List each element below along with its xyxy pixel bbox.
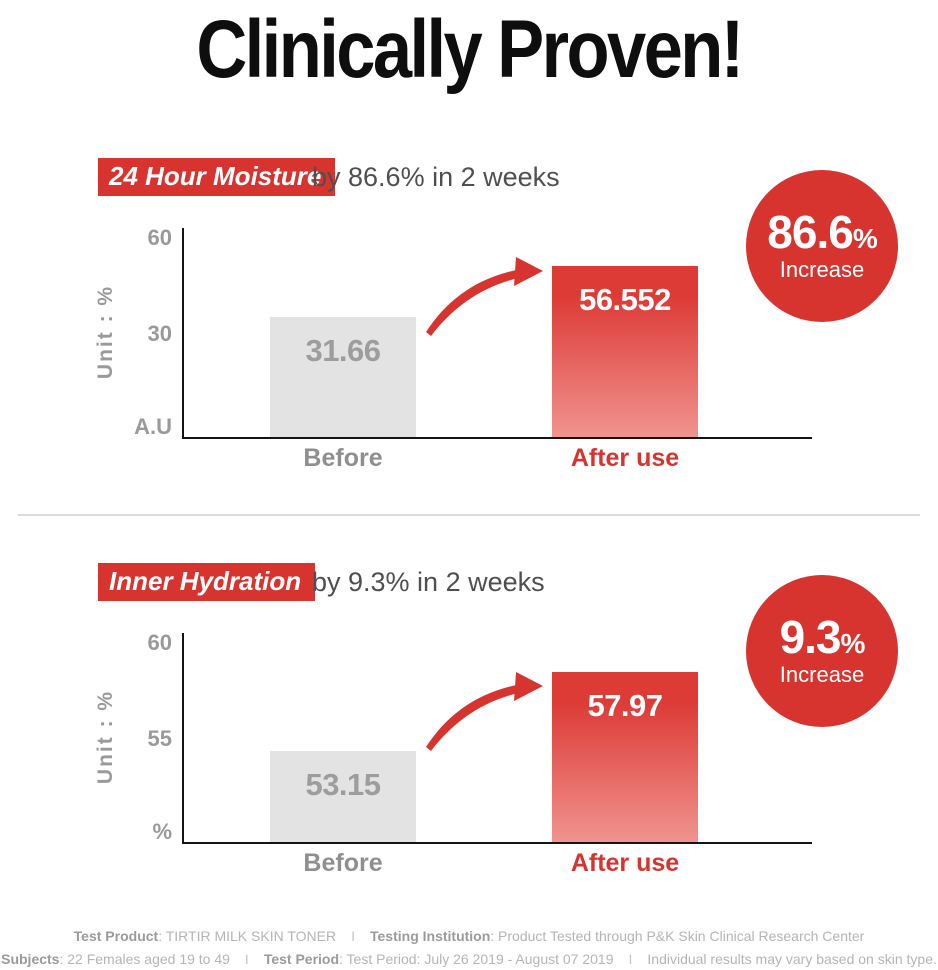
- after-use-bar: 57.97: [552, 672, 698, 842]
- disclaimer-line-2: Subjects: 22 Females aged 19 to 49 I Test …: [0, 948, 938, 970]
- before-category-label: Before: [303, 444, 383, 472]
- test-period-label: Test Period: [263, 951, 340, 967]
- after-use-category-label: After use: [570, 444, 680, 472]
- chart-inner-hydration: Inner Hydration by 9.3% in 2 weeks Unit …: [0, 555, 938, 900]
- chart-24-hour-moisture: 24 Hour Moisture by 86.6% in 2 weeks Uni…: [0, 150, 938, 495]
- chart-tag-label: 24 Hour Moisture: [98, 158, 336, 196]
- before-bar-value: 53.15: [305, 767, 381, 802]
- after-use-bar: 56.552: [552, 266, 698, 437]
- before-category-label: Before: [303, 849, 383, 877]
- increase-arrow-icon: [426, 672, 543, 751]
- increase-caption: Increase: [779, 257, 865, 283]
- disclaimer-line-1: Test Product: TIRTIR MILK SKIN TONER I Tes…: [0, 925, 938, 948]
- separator: I: [244, 951, 249, 967]
- percent-sign: %: [852, 223, 878, 255]
- section-divider: [18, 514, 920, 516]
- subjects-label: Subjects: [1, 951, 60, 967]
- after-use-category-label: After use: [570, 849, 680, 877]
- x-axis-line: [182, 842, 812, 844]
- y-tick-55: 55: [147, 726, 172, 751]
- test-disclaimer: Test Product: TIRTIR MILK SKIN TONER I Tes…: [0, 925, 938, 970]
- before-bar: 31.66: [270, 317, 416, 437]
- y-tick-60: 60: [147, 630, 172, 655]
- y-axis-line: [182, 633, 184, 844]
- test-period-value: : Test Period: July 26 2019 - August 07 …: [339, 951, 614, 967]
- increase-caption: Increase: [779, 662, 865, 688]
- increase-arrow-icon: [426, 257, 543, 336]
- increase-percentage: 9.3%: [779, 611, 866, 664]
- separator: I: [351, 928, 355, 944]
- increase-percentage: 86.6%: [767, 206, 878, 259]
- separator: I: [628, 951, 633, 967]
- test-product-value: : TIRTIR MILK SKIN TONER: [158, 928, 337, 944]
- y-axis-line: [182, 228, 184, 439]
- testing-institution-label: Testing Institution: [370, 928, 491, 944]
- y-tick-30: 30: [147, 321, 172, 346]
- chart-subtitle: by 86.6% in 2 weeks: [312, 162, 560, 192]
- after-use-bar-value: 57.97: [587, 688, 663, 723]
- y-tick-au: A.U: [134, 414, 172, 439]
- results-vary-note: Individual results may vary based on ski…: [647, 951, 937, 967]
- x-axis-line: [182, 437, 812, 439]
- testing-institution-value: : Product Tested through P&K Skin Clinic…: [490, 928, 865, 944]
- percent-sign: %: [840, 628, 866, 660]
- chart-tag-label: Inner Hydration: [98, 563, 316, 601]
- test-product-label: Test Product: [73, 928, 159, 944]
- subjects-value: : 22 Females aged 19 to 49: [59, 951, 230, 967]
- before-bar: 53.15: [270, 751, 416, 842]
- increase-badge: 9.3% Increase: [746, 575, 898, 727]
- increase-badge: 86.6% Increase: [746, 170, 898, 322]
- after-use-bar-value: 56.552: [579, 282, 671, 317]
- page-title: Clinically Proven!: [196, 4, 744, 95]
- before-bar-value: 31.66: [305, 333, 381, 368]
- chart-subtitle: by 9.3% in 2 weeks: [312, 567, 545, 597]
- y-tick-percent: %: [152, 819, 172, 844]
- y-tick-60: 60: [147, 225, 172, 250]
